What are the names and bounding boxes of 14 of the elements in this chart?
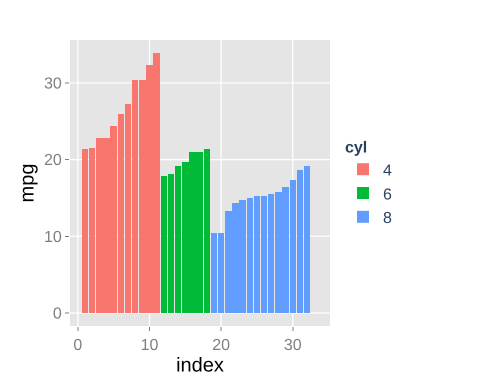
y-tick-label: 0 xyxy=(52,306,62,323)
x-axis-title: index xyxy=(176,354,224,377)
y-tick-label: 30 xyxy=(44,76,62,93)
y-tick-label: 20 xyxy=(44,152,62,170)
x-tick-label: 0 xyxy=(73,337,82,354)
legend-title: cyl xyxy=(345,139,368,156)
x-tick-label: 10 xyxy=(140,337,158,354)
x-tick-label: 30 xyxy=(284,337,302,354)
x-tick-label: 20 xyxy=(212,337,230,354)
y-axis-title: mpg xyxy=(16,164,39,202)
legend-label: 8 xyxy=(383,210,392,228)
legend-label: 6 xyxy=(383,186,392,204)
y-tick-label: 10 xyxy=(44,228,62,246)
legend-label: 4 xyxy=(383,162,392,180)
